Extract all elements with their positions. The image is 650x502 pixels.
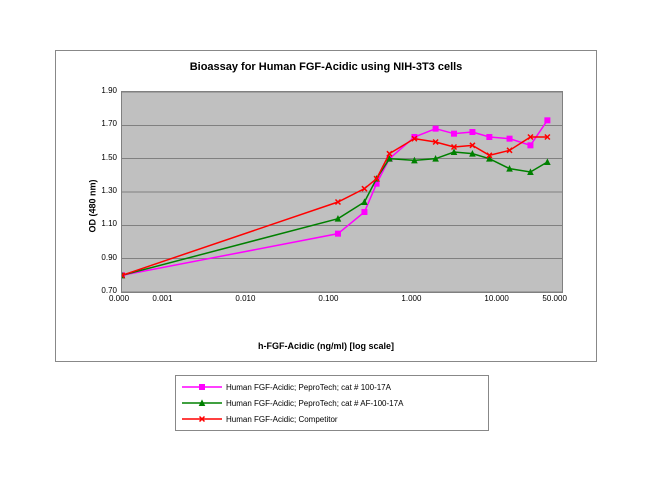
legend-swatch — [182, 380, 222, 394]
legend-label: Human FGF-Acidic; Competitor — [226, 415, 338, 424]
x-tick-label: 10.000 — [484, 294, 508, 303]
chart-title: Bioassay for Human FGF-Acidic using NIH-… — [56, 61, 596, 73]
y-tick-label: 1.10 — [101, 219, 117, 228]
legend-item: Human FGF-Acidic; PeproTech; cat # AF-10… — [182, 395, 482, 411]
plot-svg — [122, 92, 562, 292]
legend-label: Human FGF-Acidic; PeproTech; cat # AF-10… — [226, 399, 403, 408]
legend-swatch — [182, 412, 222, 426]
y-tick-label: 1.50 — [101, 153, 117, 162]
x-tick-label: 0.100 — [318, 294, 338, 303]
x-tick-label: 50.000 — [542, 294, 566, 303]
x-tick-label: 0.000 — [109, 294, 129, 303]
x-tick-label: 0.010 — [235, 294, 255, 303]
x-axis-label: h-FGF-Acidic (ng/ml) [log scale] — [56, 341, 596, 351]
x-tick-label: 1.000 — [401, 294, 421, 303]
y-tick-label: 1.90 — [101, 86, 117, 95]
y-tick-label: 1.30 — [101, 186, 117, 195]
legend: Human FGF-Acidic; PeproTech; cat # 100-1… — [175, 375, 489, 431]
legend-item: Human FGF-Acidic; PeproTech; cat # 100-1… — [182, 379, 482, 395]
chart-container: Bioassay for Human FGF-Acidic using NIH-… — [55, 50, 597, 362]
legend-label: Human FGF-Acidic; PeproTech; cat # 100-1… — [226, 383, 391, 392]
legend-item: Human FGF-Acidic; Competitor — [182, 411, 482, 427]
x-tick-label: 0.001 — [152, 294, 172, 303]
y-tick-label: 1.70 — [101, 119, 117, 128]
y-axis-label: OD (480 nm) — [88, 179, 98, 232]
y-tick-label: 0.90 — [101, 253, 117, 262]
legend-swatch — [182, 396, 222, 410]
plot-area — [121, 91, 563, 293]
